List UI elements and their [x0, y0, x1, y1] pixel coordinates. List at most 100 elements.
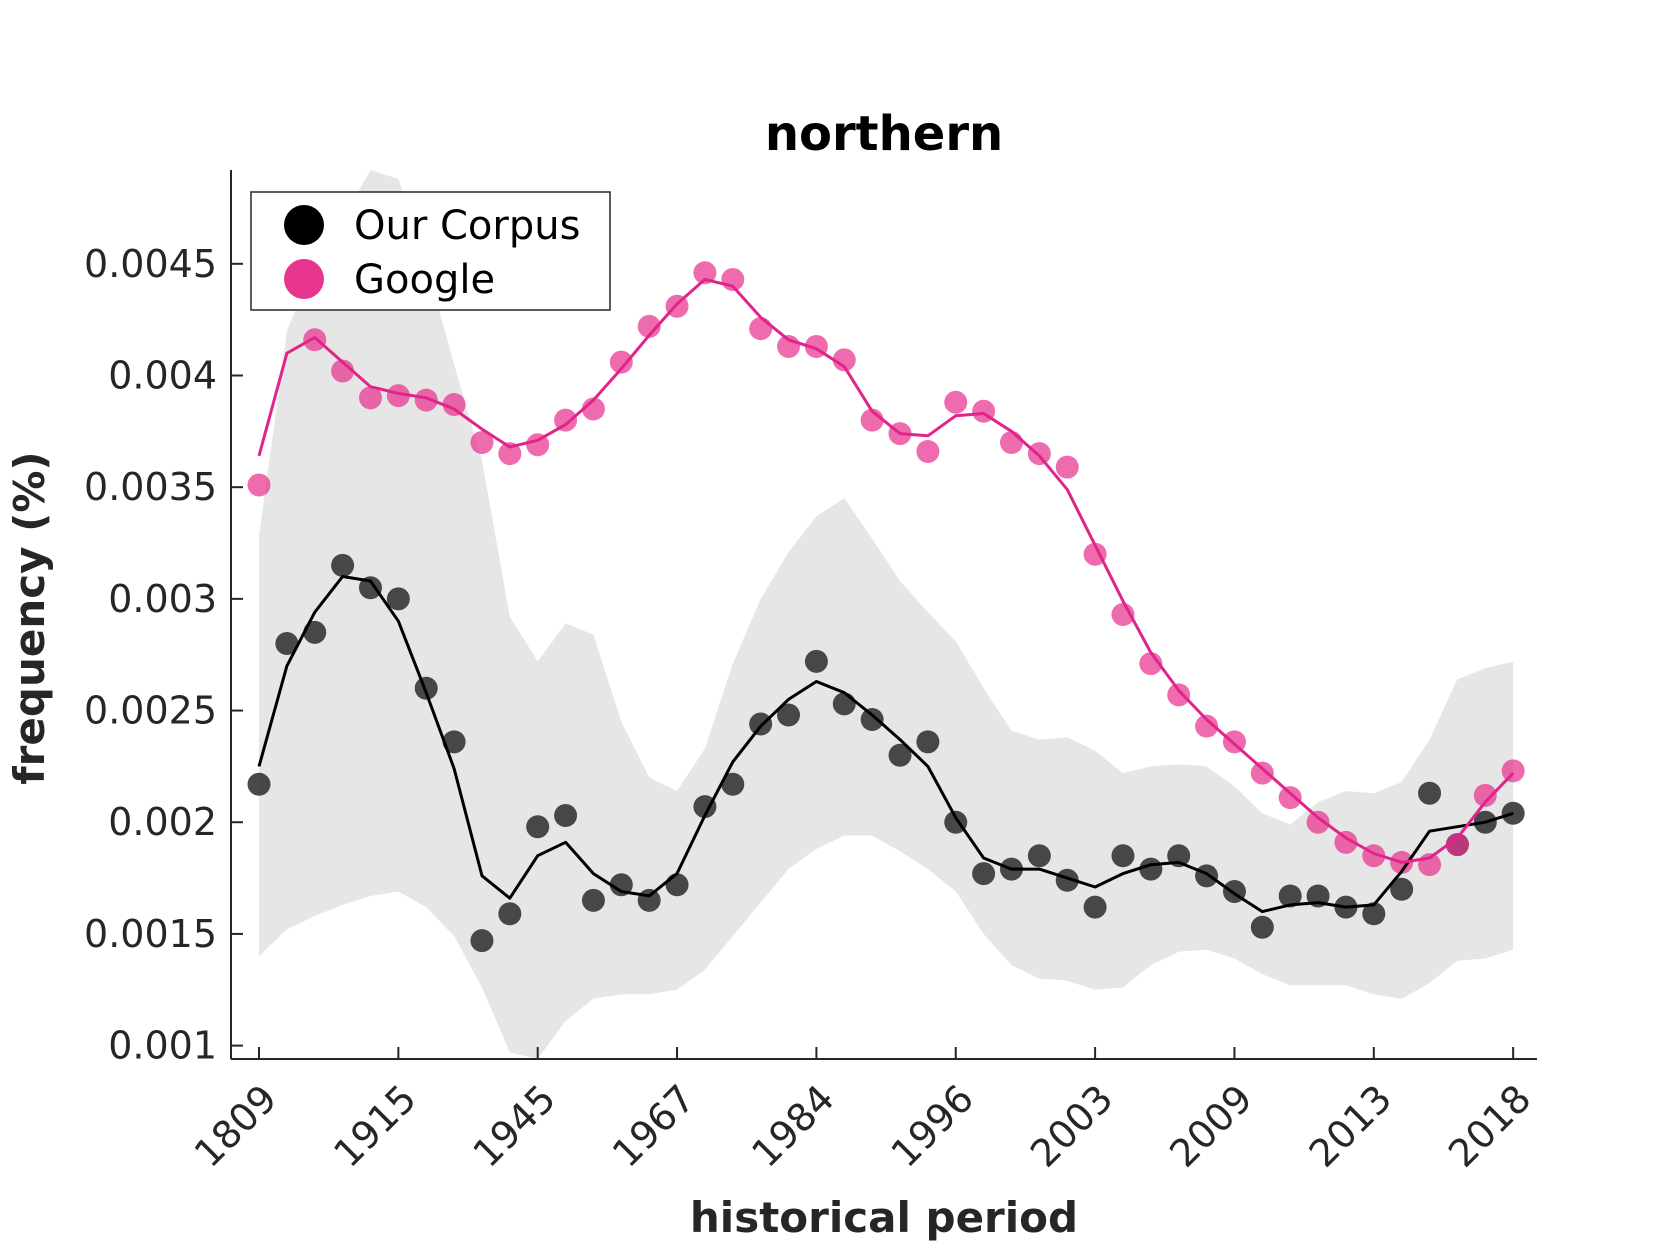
data-point-our-corpus [275, 632, 299, 656]
data-point-google [609, 350, 633, 374]
chart-title: northern [765, 106, 1003, 162]
data-point-google [916, 439, 940, 463]
data-point-our-corpus [554, 804, 578, 828]
x-tick-label: 1996 [883, 1076, 983, 1176]
x-tick-label: 2003 [1022, 1076, 1122, 1176]
data-point-our-corpus [358, 576, 382, 600]
data-point-our-corpus [386, 587, 410, 611]
x-tick-label: 2013 [1301, 1076, 1401, 1176]
data-point-our-corpus [1111, 844, 1135, 868]
data-point-google [1027, 442, 1051, 466]
x-tick-label: 1967 [604, 1076, 704, 1176]
x-tick-label: 1809 [186, 1076, 286, 1176]
legend-label-google: Google [354, 257, 495, 303]
data-point-our-corpus [860, 707, 884, 731]
legend-marker-our-corpus [284, 205, 324, 245]
data-point-our-corpus [1027, 844, 1051, 868]
legend: Our Corpus Google [250, 191, 611, 311]
y-tick-label: 0.001 [108, 1024, 217, 1068]
data-point-our-corpus [1055, 868, 1079, 892]
data-point-our-corpus [1250, 915, 1274, 939]
y-tick-label: 0.0025 [84, 689, 217, 733]
data-point-google [386, 384, 410, 408]
data-point-google [526, 433, 550, 457]
y-axis-title: frequency (%) [5, 451, 54, 784]
data-point-our-corpus [721, 772, 745, 796]
data-point-google [1334, 830, 1358, 854]
data-point-google [944, 390, 968, 414]
data-point-google [999, 431, 1023, 455]
x-tick-label: 1945 [465, 1076, 565, 1176]
trend-line-google [257, 277, 1515, 864]
data-point-our-corpus [637, 888, 661, 912]
data-point-our-corpus [609, 873, 633, 897]
data-point-our-corpus [972, 862, 996, 886]
x-axis-title: historical period [690, 1193, 1078, 1242]
data-point-google [1445, 833, 1469, 857]
x-tick-label: 1984 [743, 1076, 843, 1176]
data-point-our-corpus [777, 703, 801, 727]
data-point-our-corpus [693, 795, 717, 819]
data-point-our-corpus [665, 873, 689, 897]
data-point-our-corpus [749, 712, 773, 736]
series-layer [247, 261, 1525, 953]
data-point-google [442, 393, 466, 417]
data-point-google [1501, 759, 1525, 783]
y-tick-label: 0.0045 [84, 242, 217, 286]
data-point-our-corpus [1083, 895, 1107, 919]
data-point-google [637, 314, 661, 338]
y-tick-label: 0.0035 [84, 465, 217, 509]
plot-area: 0.001 0.0015 0.002 0.0025 0.003 0.0035 0.004 0.… [84, 170, 1540, 1176]
data-point-google [1195, 714, 1219, 738]
x-tick-label: 2009 [1161, 1076, 1261, 1176]
data-point-our-corpus [1195, 864, 1219, 888]
data-point-google [1055, 455, 1079, 479]
data-point-our-corpus [303, 620, 327, 644]
data-point-our-corpus [414, 676, 438, 700]
data-point-our-corpus [526, 815, 550, 839]
data-point-our-corpus [1139, 857, 1163, 881]
data-point-google [1306, 810, 1330, 834]
y-axis-ticks: 0.001 0.0015 0.002 0.0025 0.003 0.0035 0.004 0.… [84, 242, 243, 1068]
y-tick-label: 0.004 [108, 353, 217, 397]
y-tick-label: 0.002 [108, 800, 217, 844]
data-point-google [1167, 683, 1191, 707]
data-point-google [247, 473, 271, 497]
x-tick-label: 2018 [1440, 1076, 1540, 1176]
data-point-our-corpus [888, 743, 912, 767]
data-point-our-corpus [1418, 781, 1442, 805]
legend-marker-google [284, 259, 324, 299]
data-point-google [303, 328, 327, 352]
data-point-our-corpus [442, 730, 466, 754]
data-point-google [832, 348, 856, 372]
data-point-google [470, 431, 494, 455]
data-point-google [358, 386, 382, 410]
data-point-our-corpus [1362, 902, 1386, 926]
series-google [247, 261, 1525, 877]
y-tick-label: 0.003 [108, 577, 217, 621]
data-point-our-corpus [331, 553, 355, 577]
trend-line-our-corpus [257, 575, 1514, 914]
data-point-our-corpus [804, 649, 828, 673]
data-point-google [693, 261, 717, 285]
data-point-our-corpus [1390, 877, 1414, 901]
legend-label-our-corpus: Our Corpus [354, 203, 580, 249]
data-point-our-corpus [1278, 884, 1302, 908]
data-point-google [1278, 786, 1302, 810]
data-point-our-corpus [581, 888, 605, 912]
confidence-band [259, 170, 1514, 1059]
data-point-our-corpus [247, 772, 271, 796]
x-tick-label: 1915 [325, 1076, 425, 1176]
data-point-our-corpus [832, 692, 856, 716]
data-point-google [414, 388, 438, 412]
data-point-our-corpus [498, 902, 522, 926]
y-tick-label: 0.0015 [84, 912, 217, 956]
data-point-our-corpus [470, 929, 494, 953]
data-point-google [1473, 783, 1497, 807]
x-axis-ticks: 1809 1915 1945 1967 1984 1996 2003 2009 2013 2018 [186, 1047, 1540, 1176]
data-point-google [554, 408, 578, 432]
data-point-google [1250, 761, 1274, 785]
data-point-google [498, 442, 522, 466]
data-point-google [749, 317, 773, 341]
